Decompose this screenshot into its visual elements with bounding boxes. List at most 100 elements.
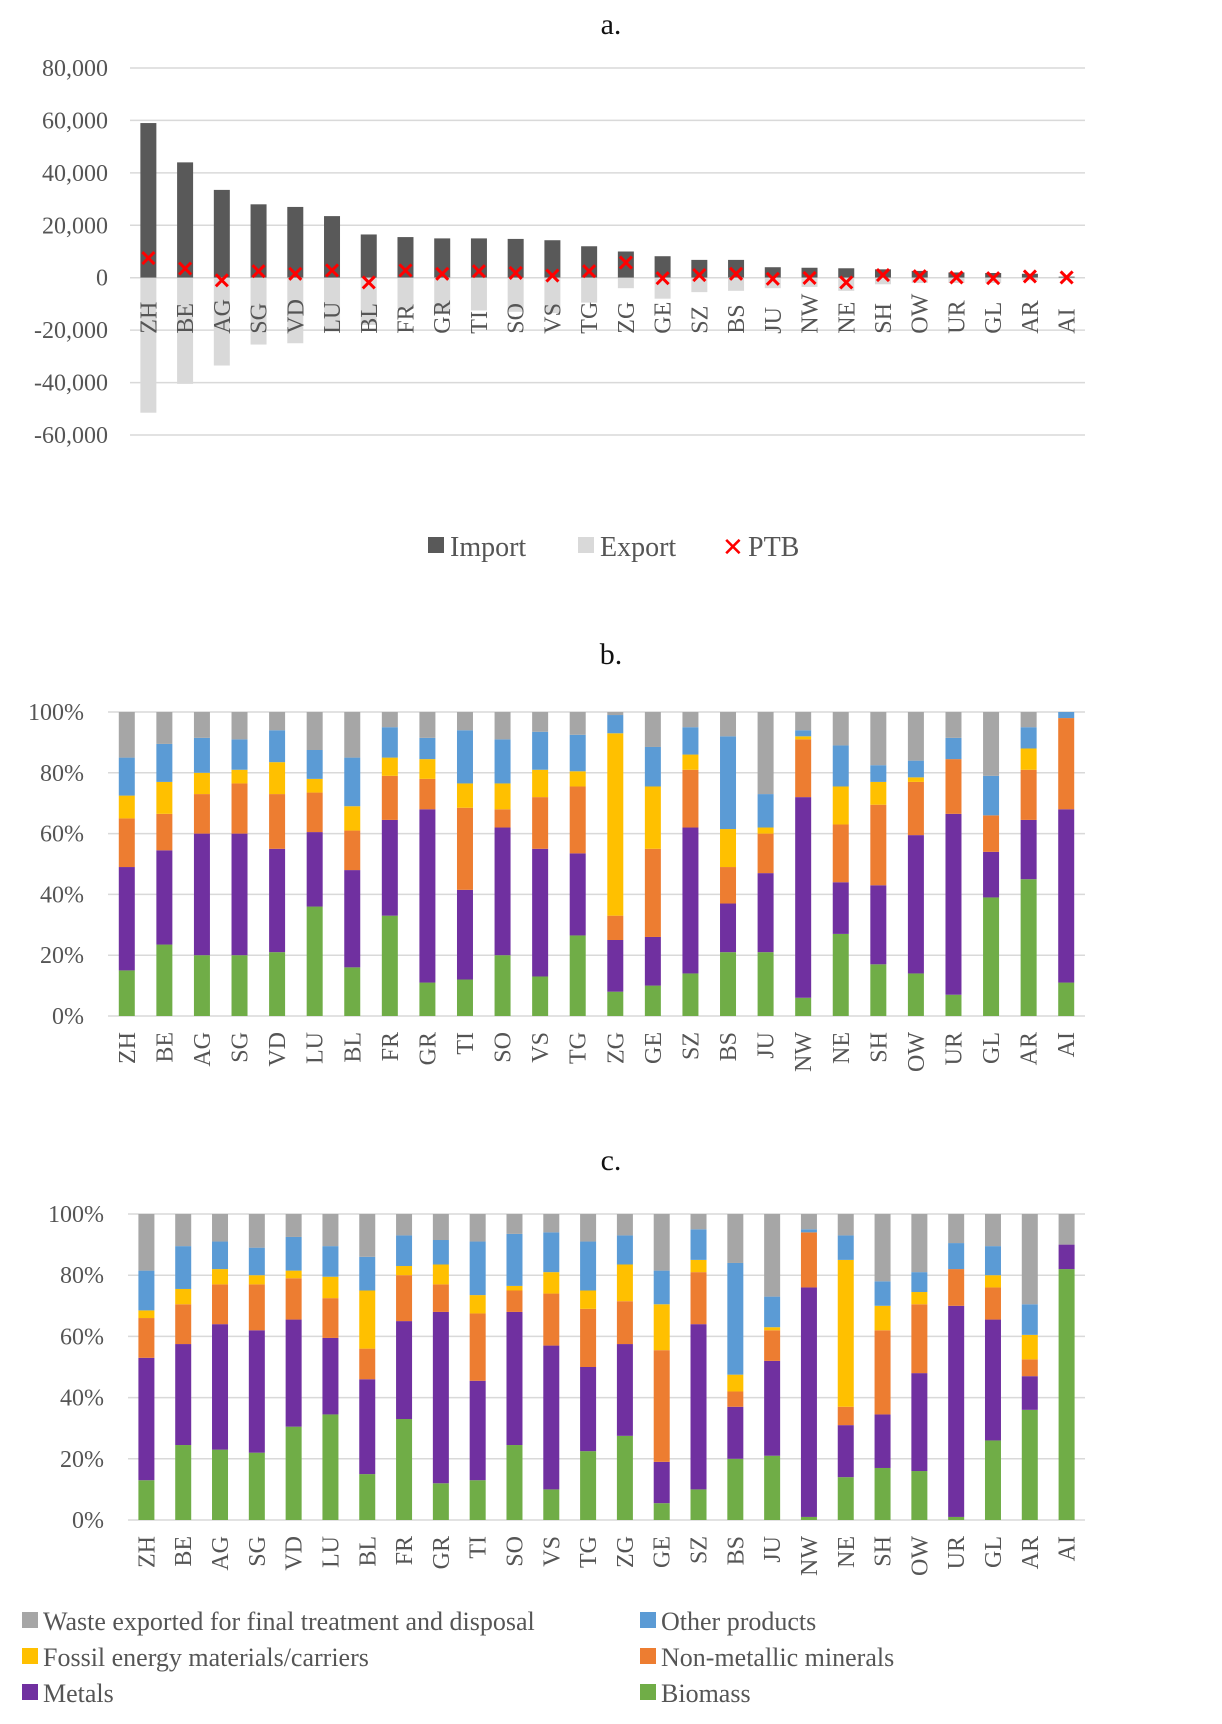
bar-segment-zg-non-metallic-minerals xyxy=(616,1301,633,1345)
ptb-marker-ai xyxy=(1059,270,1074,285)
export-bar-nw xyxy=(801,277,818,287)
bar-segment-sh-biomass xyxy=(870,964,887,1016)
bar-segment-ge-metals xyxy=(644,936,661,986)
x-tick-label: GR xyxy=(430,300,456,333)
bar-segment-fr-other-products xyxy=(396,1235,413,1267)
bar-segment-zg-fossil-energy-materials-carriers xyxy=(607,733,624,916)
import-bar-vd xyxy=(287,206,304,278)
bar-segment-be-fossil-energy-materials-carriers xyxy=(175,1288,192,1305)
bar-segment-bs-non-metallic-minerals xyxy=(727,1391,744,1407)
ptb-marker-fr xyxy=(398,263,413,278)
panel-c-y-axis: 100% 80% 60% 40% 20% 0% xyxy=(48,1202,104,1534)
bar-segment-ar-fossil-energy-materials-carriers xyxy=(1020,748,1037,770)
y-tick-label: 40% xyxy=(40,882,84,908)
bar-segment-bl-metals xyxy=(359,1379,376,1475)
bar-segment-ar-waste-exported-for-final-treatment-and-disposal xyxy=(1020,712,1037,728)
bar-segment-zh-waste-exported-for-final-treatment-and-disposal xyxy=(138,1214,155,1271)
bar-segment-tg-biomass xyxy=(569,935,586,1016)
x-tick-label: GL xyxy=(981,302,1007,334)
bar-segment-ti-non-metallic-minerals xyxy=(456,807,473,890)
x-tick-label: GE xyxy=(641,1032,667,1064)
ptb-marker-zg xyxy=(618,255,633,270)
x-tick-label: AR xyxy=(1018,1536,1044,1569)
bar-segment-nw-metals xyxy=(795,797,812,998)
x-tick-label: GR xyxy=(415,1032,441,1065)
bar-segment-so-non-metallic-minerals xyxy=(494,809,511,828)
bar-segment-gr-non-metallic-minerals xyxy=(432,1284,449,1312)
legend-label-ptb: PTB xyxy=(748,532,799,563)
bar-segment-vd-biomass xyxy=(285,1426,302,1520)
x-tick-label: OW xyxy=(908,293,934,333)
panel-a: a. 80,000 60,000 40,000 20,000 0 -20,000 -40,0… xyxy=(34,8,1085,563)
bar-segment-ai-biomass xyxy=(1058,1269,1075,1520)
bar-segment-tg-other-products xyxy=(580,1241,597,1291)
x-tick-label: ZH xyxy=(136,302,162,334)
y-tick-label: -60,000 xyxy=(34,423,108,449)
bar-segment-zh-biomass xyxy=(118,970,135,1016)
bar-segment-so-metals xyxy=(506,1311,523,1446)
bar-segment-ar-waste-exported-for-final-treatment-and-disposal xyxy=(1021,1214,1038,1305)
import-bar-gl xyxy=(985,272,1002,278)
legend-label-non-metallic: Non-metallic minerals xyxy=(661,1643,894,1672)
bar-segment-ow-biomass xyxy=(911,1471,928,1520)
x-tick-label: JU xyxy=(754,1032,780,1059)
x-tick-label: GR xyxy=(429,1536,455,1569)
bar-segment-ge-biomass xyxy=(653,1503,670,1520)
bar-segment-vs-non-metallic-minerals xyxy=(543,1293,560,1346)
export-bar-zh xyxy=(140,277,157,413)
bar-segment-ur-other-products xyxy=(945,737,962,760)
bar-segment-sg-metals xyxy=(231,833,248,956)
y-tick-label: 0% xyxy=(72,1508,104,1534)
export-bar-sg xyxy=(250,277,267,345)
bar-segment-sg-metals xyxy=(248,1330,265,1453)
bar-segment-vs-biomass xyxy=(532,976,549,1016)
panel-a-x-axis: ZH BE AG SG VD LU BL FR GR TI SO VS TG ZG GE SZ BS JU NW NE… xyxy=(136,293,1080,333)
bar-segment-vd-waste-exported-for-final-treatment-and-disposal xyxy=(269,712,286,731)
bar-segment-gl-other-products xyxy=(983,775,1000,816)
bar-segment-ne-other-products xyxy=(837,1235,854,1260)
bar-segment-ti-waste-exported-for-final-treatment-and-disposal xyxy=(456,712,473,731)
bar-segment-gr-waste-exported-for-final-treatment-and-disposal xyxy=(432,1214,449,1241)
import-bar-vs xyxy=(544,240,561,278)
bar-segment-ti-fossil-energy-materials-carriers xyxy=(469,1295,486,1314)
x-tick-label: BE xyxy=(171,1536,197,1567)
bar-segment-vd-other-products xyxy=(269,730,286,763)
bar-segment-bl-non-metallic-minerals xyxy=(344,830,361,871)
bar-segment-sh-fossil-energy-materials-carriers xyxy=(874,1305,891,1331)
bar-segment-ag-fossil-energy-materials-carriers xyxy=(193,772,210,795)
bar-segment-sh-biomass xyxy=(874,1467,891,1520)
bar-segment-sh-waste-exported-for-final-treatment-and-disposal xyxy=(874,1214,891,1282)
x-tick-label: NW xyxy=(798,293,824,333)
bar-segment-ju-fossil-energy-materials-carriers xyxy=(764,1327,781,1331)
bar-segment-ai-metals xyxy=(1058,809,1075,983)
ptb-marker-ar xyxy=(1022,269,1037,284)
x-tick-label: LU xyxy=(320,302,346,334)
bar-segment-lu-other-products xyxy=(306,750,323,779)
bar-segment-gr-non-metallic-minerals xyxy=(419,778,436,810)
bar-segment-vd-non-metallic-minerals xyxy=(285,1278,302,1320)
legend-swatch-other-products xyxy=(640,1612,656,1628)
bar-segment-ge-fossil-energy-materials-carriers xyxy=(653,1304,670,1351)
bar-segment-sz-biomass xyxy=(682,973,699,1016)
x-tick-label: NE xyxy=(829,1032,855,1064)
bar-segment-ur-biomass xyxy=(945,994,962,1016)
bar-segment-lu-waste-exported-for-final-treatment-and-disposal xyxy=(322,1214,339,1247)
bar-segment-nw-biomass xyxy=(800,1516,817,1520)
bar-segment-fr-waste-exported-for-final-treatment-and-disposal xyxy=(396,1214,413,1236)
bar-segment-fr-waste-exported-for-final-treatment-and-disposal xyxy=(381,712,398,728)
x-tick-label: AG xyxy=(190,1032,216,1067)
bar-segment-ge-biomass xyxy=(644,985,661,1016)
bar-segment-bs-fossil-energy-materials-carriers xyxy=(720,829,737,868)
bar-segment-lu-biomass xyxy=(322,1414,339,1520)
export-bar-so xyxy=(507,277,524,312)
bar-segment-nw-non-metallic-minerals xyxy=(795,739,812,798)
legend-label-other-products: Other products xyxy=(661,1607,816,1636)
x-tick-label: TI xyxy=(453,1032,479,1055)
bar-segment-ur-biomass xyxy=(948,1516,965,1520)
y-tick-label: 40,000 xyxy=(42,161,108,187)
bar-segment-nw-non-metallic-minerals xyxy=(800,1232,817,1288)
legend-label-export: Export xyxy=(600,532,676,563)
x-tick-label: JU xyxy=(761,307,787,334)
panel-a-bars xyxy=(140,123,1075,413)
x-tick-label: BS xyxy=(716,1032,742,1061)
